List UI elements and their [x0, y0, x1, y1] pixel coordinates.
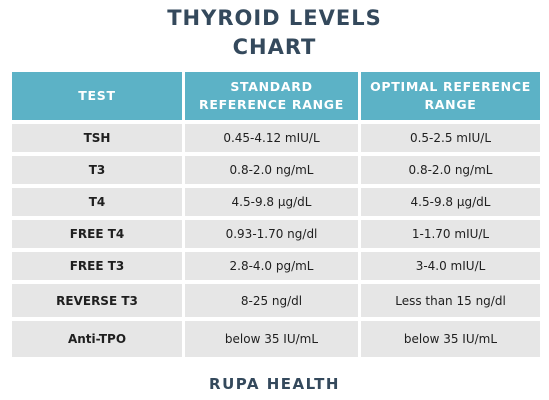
standard-range-cell: 8-25 ng/dl — [185, 284, 361, 317]
table-row: TSH 0.45-4.12 mIU/L 0.5-2.5 mIU/L — [12, 124, 540, 152]
standard-range-cell: 4.5-9.8 µg/dL — [185, 188, 361, 216]
standard-range-cell: 0.93-1.70 ng/dl — [185, 220, 361, 248]
standard-range-cell: below 35 IU/mL — [185, 321, 361, 357]
test-name-cell: Anti-TPO — [12, 321, 185, 357]
optimal-range-cell: 1-1.70 mIU/L — [361, 220, 540, 248]
table-row: Anti-TPO below 35 IU/mL below 35 IU/mL — [12, 321, 540, 357]
page-title: THYROID LEVELS CHART — [0, 4, 549, 62]
test-name-cell: REVERSE T3 — [12, 284, 185, 317]
table-row: FREE T4 0.93-1.70 ng/dl 1-1.70 mIU/L — [12, 220, 540, 248]
optimal-range-cell: 0.5-2.5 mIU/L — [361, 124, 540, 152]
optimal-range-cell: Less than 15 ng/dl — [361, 284, 540, 317]
optimal-range-cell: 3-4.0 mIU/L — [361, 252, 540, 280]
header-optimal-range: OPTIMAL REFERENCE RANGE — [361, 72, 540, 120]
test-name-cell: T3 — [12, 156, 185, 184]
brand-footer: RUPA HEALTH — [209, 375, 340, 393]
title-line-2: CHART — [232, 35, 317, 59]
test-name-cell: T4 — [12, 188, 185, 216]
header-test: TEST — [12, 72, 185, 120]
standard-range-cell: 2.8-4.0 pg/mL — [185, 252, 361, 280]
optimal-range-cell: 4.5-9.8 µg/dL — [361, 188, 540, 216]
standard-range-cell: 0.8-2.0 ng/mL — [185, 156, 361, 184]
table-row: T3 0.8-2.0 ng/mL 0.8-2.0 ng/mL — [12, 156, 540, 184]
table-header-row: TEST STANDARD REFERENCE RANGE OPTIMAL RE… — [12, 72, 540, 120]
optimal-range-cell: 0.8-2.0 ng/mL — [361, 156, 540, 184]
table-row: REVERSE T3 8-25 ng/dl Less than 15 ng/dl — [12, 284, 540, 317]
title-line-1: THYROID LEVELS — [167, 6, 382, 30]
test-name-cell: FREE T4 — [12, 220, 185, 248]
optimal-range-cell: below 35 IU/mL — [361, 321, 540, 357]
header-standard-range: STANDARD REFERENCE RANGE — [185, 72, 361, 120]
test-name-cell: FREE T3 — [12, 252, 185, 280]
thyroid-levels-table: TEST STANDARD REFERENCE RANGE OPTIMAL RE… — [12, 72, 540, 357]
standard-range-cell: 0.45-4.12 mIU/L — [185, 124, 361, 152]
table-row: FREE T3 2.8-4.0 pg/mL 3-4.0 mIU/L — [12, 252, 540, 280]
test-name-cell: TSH — [12, 124, 185, 152]
table-row: T4 4.5-9.8 µg/dL 4.5-9.8 µg/dL — [12, 188, 540, 216]
